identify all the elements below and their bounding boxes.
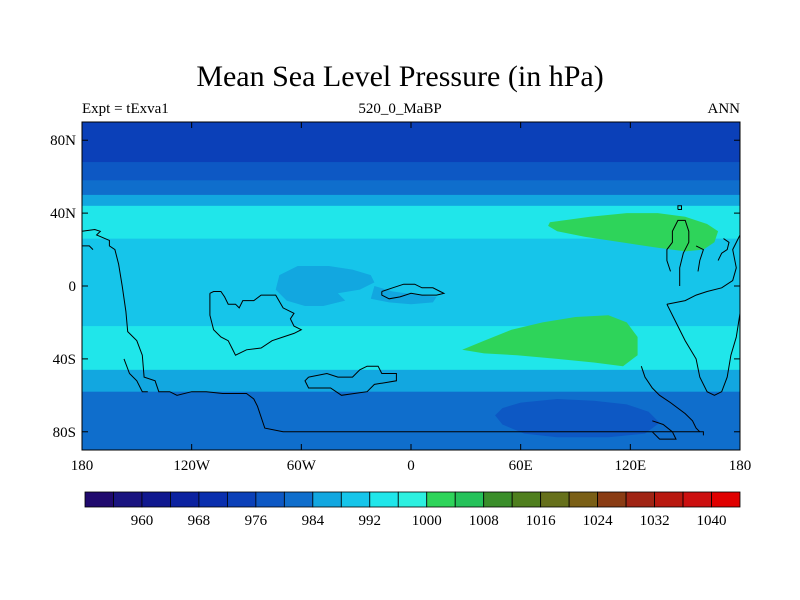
colorbar: 960 968 976 984 992 1000 1008 1016 1024 1032 1040 — [84, 491, 741, 529]
coastline-5 — [381, 283, 446, 300]
coastline-12 — [651, 420, 677, 440]
colorbar-label-6: 1008 — [469, 513, 499, 529]
y-tick-label-1: 40N — [50, 206, 76, 222]
colorbar-box-21 — [682, 491, 712, 508]
colorbar-label-0: 960 — [131, 513, 154, 529]
coastline-3 — [209, 291, 303, 356]
colorbar-box-16 — [540, 491, 570, 508]
x-tick-label-1: 120W — [173, 458, 211, 474]
coastline-9 — [695, 245, 705, 272]
coastline-10 — [717, 238, 730, 261]
colorbar-label-7: 1016 — [526, 513, 557, 529]
colorbar-box-5 — [226, 491, 257, 508]
colorbar-box-12 — [426, 491, 456, 508]
colorbar-label-10: 1040 — [697, 513, 727, 529]
pressure-region-tropical-low-west — [275, 266, 375, 306]
coastline-4 — [304, 365, 397, 396]
colorbar-box-17 — [568, 491, 599, 508]
colorbar-label-5: 1000 — [412, 513, 442, 529]
coastline-6 — [666, 303, 740, 396]
colorbar-box-22 — [711, 491, 741, 508]
pressure-band-1 — [82, 162, 740, 181]
pressure-band-6 — [82, 326, 740, 371]
x-tick-label-5: 120E — [614, 458, 646, 474]
colorbar-box-20 — [654, 491, 684, 508]
coastline-2 — [123, 358, 148, 393]
colorbar-box-11 — [397, 491, 428, 508]
pressure-band-3 — [82, 194, 740, 207]
pressure-region-southern-ocean-low — [495, 399, 660, 438]
pressure-band-5 — [82, 238, 740, 327]
colorbar-box-6 — [255, 491, 285, 508]
colorbar-box-15 — [511, 491, 542, 508]
x-tick-label-2: 60W — [287, 458, 317, 474]
pressure-band-2 — [82, 180, 740, 196]
pressure-region-tropical-low-east — [370, 286, 437, 305]
y-tick-label-3: 40S — [53, 352, 76, 368]
coastline-0 — [82, 228, 704, 436]
colorbar-box-3 — [170, 491, 200, 508]
colorbar-box-13 — [454, 491, 485, 508]
pressure-band-0 — [82, 122, 740, 163]
pressure-region-north-pacific-high — [548, 213, 719, 252]
coastline-11 — [640, 366, 701, 433]
colorbar-box-1 — [113, 491, 143, 508]
colorbar-label-3: 984 — [302, 513, 325, 529]
colorbar-box-14 — [483, 491, 513, 508]
colorbar-label-1: 968 — [188, 513, 211, 529]
season-label: ANN — [707, 101, 741, 117]
chart-title: Mean Sea Level Pressure (in hPa) — [196, 60, 604, 93]
colorbar-label-2: 976 — [245, 513, 268, 529]
colorbar-label-8: 1024 — [583, 513, 614, 529]
experiment-label: Expt = tExva1 — [82, 101, 169, 117]
colorbar-label-9: 1032 — [640, 513, 670, 529]
colorbar-box-4 — [198, 491, 228, 508]
x-tick-label-6: 180 — [729, 458, 752, 474]
colorbar-box-10 — [369, 491, 399, 508]
colorbar-label-4: 992 — [359, 513, 382, 529]
pressure-region-south-indian-high — [462, 315, 638, 367]
coastline-8 — [666, 219, 690, 286]
y-tick-label-2: 0 — [69, 279, 77, 295]
y-tick-label-0: 80N — [50, 133, 76, 149]
coastline-7 — [666, 227, 740, 305]
colorbar-box-19 — [625, 491, 655, 508]
pressure-band-7 — [82, 369, 740, 393]
y-tick-label-4: 80S — [53, 425, 76, 441]
axes-layer: 180 120W 60W 0 60E 120E 180 80N 40N 0 40S 80S — [50, 122, 751, 474]
x-tick-label-0: 180 — [71, 458, 94, 474]
x-tick-label-4: 60E — [509, 458, 533, 474]
coastline-layer — [82, 205, 740, 440]
colorbar-box-0 — [84, 491, 114, 508]
coastline-1 — [82, 245, 94, 250]
colorbar-box-2 — [141, 491, 171, 508]
coastline-13 — [677, 205, 682, 210]
map-fill-layer — [82, 122, 740, 450]
colorbar-box-8 — [312, 491, 342, 508]
colorbar-box-18 — [597, 491, 627, 508]
x-tick-label-3: 0 — [407, 458, 415, 474]
colorbar-box-7 — [283, 491, 314, 508]
colorbar-box-9 — [340, 491, 371, 508]
period-label: 520_0_MaBP — [358, 101, 442, 117]
